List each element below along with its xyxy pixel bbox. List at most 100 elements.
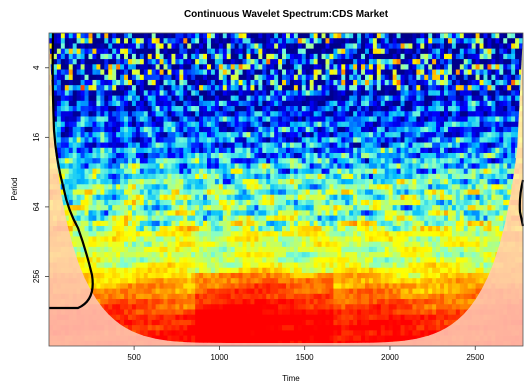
faded-power-cell xyxy=(519,179,523,185)
faded-power-cell xyxy=(519,168,523,175)
heatmap-plot xyxy=(48,32,524,347)
faded-power-cell xyxy=(515,163,520,170)
faded-power-cell xyxy=(499,241,504,248)
faded-power-cell xyxy=(49,100,54,107)
faded-power-cell xyxy=(52,179,58,185)
faded-power-cell xyxy=(68,236,74,243)
faded-power-cell xyxy=(56,241,62,248)
faded-power-cell xyxy=(49,74,54,81)
faded-power-cell xyxy=(60,215,66,222)
faded-power-cell xyxy=(49,194,54,201)
faded-power-cell xyxy=(52,241,58,248)
faded-power-cell xyxy=(49,106,54,112)
faded-power-cell xyxy=(49,184,54,190)
faded-power-cell xyxy=(519,231,523,237)
faded-power-cell xyxy=(49,163,54,170)
faded-power-cell xyxy=(511,215,516,222)
faded-power-cell xyxy=(519,142,523,149)
faded-power-cell xyxy=(519,173,523,180)
faded-power-cell xyxy=(52,163,58,170)
faded-power-cell xyxy=(507,210,512,216)
faded-power-cell xyxy=(507,220,512,227)
faded-power-cell xyxy=(49,95,54,102)
faded-power-cell xyxy=(49,152,54,159)
faded-power-cell xyxy=(56,199,62,206)
faded-power-cell xyxy=(49,215,54,222)
faded-power-cell xyxy=(60,220,66,227)
faded-power-cell xyxy=(511,210,516,216)
faded-power-cell xyxy=(49,121,54,128)
faded-power-cell xyxy=(49,226,54,232)
faded-power-cell xyxy=(49,236,54,243)
faded-power-cell xyxy=(511,241,516,248)
faded-power-cell xyxy=(515,215,520,222)
faded-power-cell xyxy=(507,199,512,206)
faded-power-cell xyxy=(52,158,58,164)
faded-power-cell xyxy=(515,236,520,243)
faded-power-cell xyxy=(519,121,523,128)
faded-power-cell xyxy=(519,116,523,123)
faded-power-cell xyxy=(519,111,523,117)
faded-power-cell xyxy=(56,246,62,253)
faded-power-cell xyxy=(515,152,520,159)
faded-power-cell xyxy=(507,215,512,222)
faded-power-cell xyxy=(511,231,516,237)
faded-power-cell xyxy=(52,189,58,196)
faded-power-cell xyxy=(49,132,54,138)
faded-power-cell xyxy=(503,231,508,237)
faded-power-cell xyxy=(52,184,58,190)
faded-power-cell xyxy=(56,205,62,211)
faded-power-cell xyxy=(519,152,523,159)
faded-power-cell xyxy=(519,163,523,170)
faded-power-cell xyxy=(68,241,74,248)
faded-power-cell xyxy=(60,231,66,237)
faded-power-cell xyxy=(511,184,516,190)
faded-power-cell xyxy=(511,226,516,232)
faded-power-cell xyxy=(511,194,516,201)
faded-power-cell xyxy=(519,95,523,102)
faded-power-cell xyxy=(507,236,512,243)
faded-power-cell xyxy=(64,226,70,232)
faded-power-cell xyxy=(49,158,54,164)
faded-power-cell xyxy=(519,69,523,76)
faded-power-cell xyxy=(64,220,70,227)
faded-power-cell xyxy=(515,210,520,216)
faded-power-cell xyxy=(56,189,62,196)
faded-power-cell xyxy=(507,241,512,248)
faded-power-cell xyxy=(519,100,523,107)
faded-power-cell xyxy=(511,179,516,185)
faded-power-cell xyxy=(52,226,58,232)
faded-power-cell xyxy=(515,189,520,196)
faded-power-cell xyxy=(49,220,54,227)
faded-power-cell xyxy=(515,231,520,237)
faded-power-cell xyxy=(60,241,66,248)
faded-power-cell xyxy=(56,226,62,232)
faded-power-cell xyxy=(519,106,523,112)
faded-power-cell xyxy=(515,179,520,185)
faded-power-cell xyxy=(52,194,58,201)
faded-power-cell xyxy=(515,199,520,206)
faded-power-cell xyxy=(52,152,58,159)
faded-power-cell xyxy=(515,147,520,154)
faded-power-cell xyxy=(52,210,58,216)
faded-power-cell xyxy=(49,137,54,143)
faded-power-cell xyxy=(519,220,523,227)
faded-power-cell xyxy=(49,205,54,211)
faded-power-cell xyxy=(519,74,523,81)
faded-power-cell xyxy=(515,173,520,180)
faded-power-cell xyxy=(60,210,66,216)
faded-power-cell xyxy=(503,236,508,243)
faded-power-cell xyxy=(64,246,70,253)
faded-power-cell xyxy=(49,168,54,175)
faded-power-cell xyxy=(49,116,54,123)
faded-power-cell xyxy=(511,189,516,196)
faded-power-cell xyxy=(519,241,523,248)
faded-power-cell xyxy=(519,79,523,86)
faded-power-cell xyxy=(507,226,512,232)
faded-power-cell xyxy=(52,168,58,175)
faded-power-cell xyxy=(49,241,54,248)
faded-power-cell xyxy=(519,199,523,206)
faded-power-cell xyxy=(519,236,523,243)
faded-power-cell xyxy=(56,210,62,216)
